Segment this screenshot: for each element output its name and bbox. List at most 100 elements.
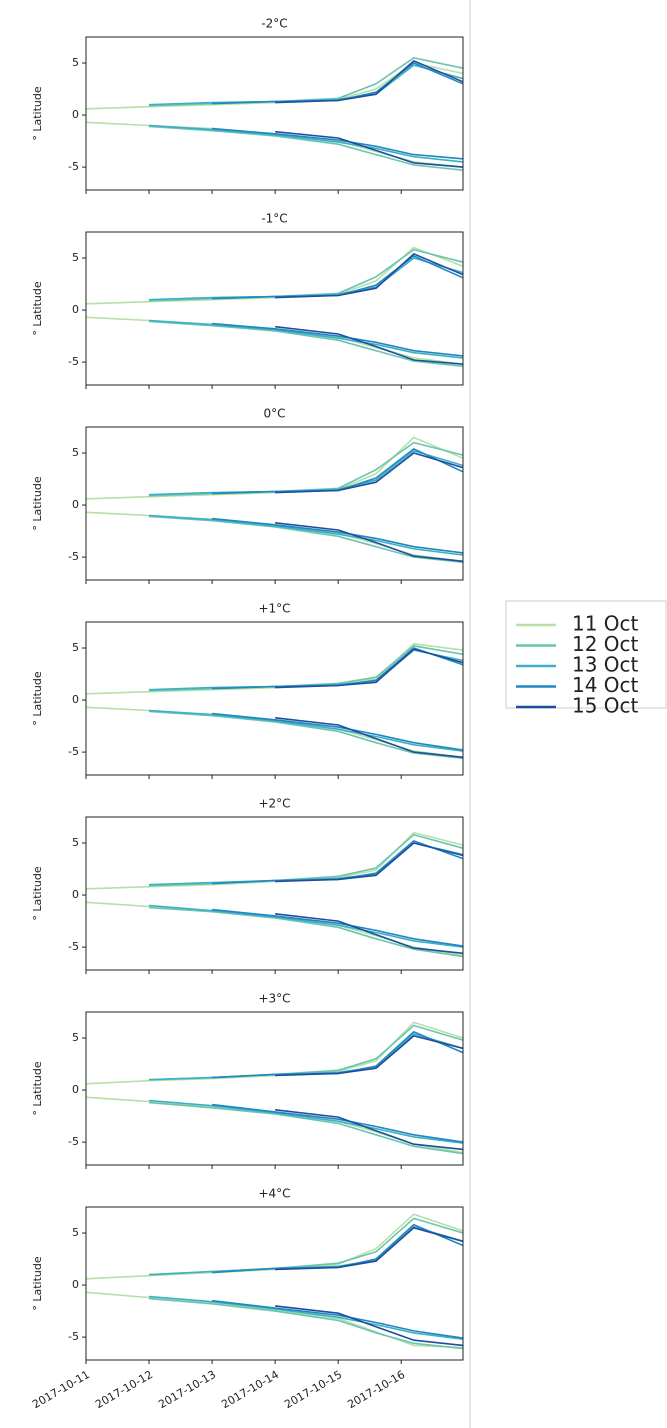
contour-line (148, 514, 464, 556)
y-tick-label: -5 (68, 160, 79, 173)
y-axis-label: ° Latitude (31, 866, 44, 921)
panel-title: +1°C (258, 602, 290, 616)
panel-title: +4°C (258, 1187, 290, 1201)
y-tick-label: -5 (68, 550, 79, 563)
contour-line (148, 450, 464, 496)
contour-line (148, 709, 464, 752)
contour-line (275, 1109, 464, 1151)
y-axis-label: ° Latitude (31, 1061, 44, 1116)
y-tick-label: 0 (72, 1278, 79, 1291)
contour-line (148, 1024, 464, 1081)
contour-line (148, 904, 464, 948)
y-tick-label: 5 (72, 1031, 79, 1044)
plot-frame (85, 1206, 464, 1361)
x-tick-label: 2017-10-11 (30, 1368, 92, 1411)
x-tick-label: 2017-10-14 (219, 1368, 281, 1411)
plot-frame (85, 1011, 464, 1166)
y-tick-label: -5 (68, 940, 79, 953)
contour-line (85, 436, 464, 500)
contour-line (148, 1033, 464, 1081)
contour-line (85, 1291, 464, 1349)
panel-title: 0°C (263, 407, 285, 421)
legend-label: 12 Oct (572, 632, 639, 656)
panel-title: +2°C (258, 797, 290, 811)
contour-line (212, 254, 464, 300)
contour-line (212, 712, 464, 751)
x-tick-label: 2017-10-15 (282, 1368, 344, 1411)
contour-line (148, 1225, 464, 1276)
contour-line (148, 1295, 464, 1340)
y-tick-label: 5 (72, 446, 79, 459)
contour-line (148, 125, 464, 171)
contour-line (275, 130, 464, 168)
contour-line (212, 647, 464, 690)
contour-line (212, 839, 464, 885)
x-tick-label: 2017-10-13 (156, 1368, 218, 1411)
y-tick-label: -5 (68, 1330, 79, 1343)
contour-line (275, 59, 464, 104)
plot-frame (85, 36, 464, 191)
contour-line (148, 64, 464, 106)
y-tick-label: 0 (72, 888, 79, 901)
plot-frame (85, 621, 464, 776)
plot-frame (85, 426, 464, 581)
contour-line (212, 322, 464, 357)
legend-box (505, 600, 667, 709)
contour-line (275, 522, 464, 563)
y-tick-label: 0 (72, 693, 79, 706)
y-axis-label: ° Latitude (31, 281, 44, 336)
contour-line (212, 517, 464, 554)
legend-label: 13 Oct (572, 653, 639, 677)
contour-line (212, 1299, 464, 1339)
y-axis-label: ° Latitude (31, 671, 44, 726)
contour-line (275, 842, 464, 883)
y-tick-label: 0 (72, 498, 79, 511)
contour-line (148, 320, 464, 368)
contour-line (148, 124, 464, 163)
y-tick-label: -5 (68, 1135, 79, 1148)
contour-line (275, 648, 464, 689)
y-axis-label: ° Latitude (31, 86, 44, 141)
contour-line (275, 252, 464, 299)
legend-label: 11 Oct (572, 612, 639, 636)
y-tick-label: 5 (72, 56, 79, 69)
x-tick-label: 2017-10-16 (345, 1368, 407, 1411)
y-tick-label: -5 (68, 355, 79, 368)
contour-line (148, 649, 464, 691)
contour-line (148, 710, 464, 760)
contour-line (148, 1099, 464, 1144)
plot-frame (85, 231, 464, 386)
y-tick-label: 5 (72, 641, 79, 654)
y-tick-label: 0 (72, 108, 79, 121)
legend-label: 14 Oct (572, 673, 639, 697)
plot-frame (85, 816, 464, 971)
contour-line (148, 515, 464, 564)
contour-line (275, 325, 464, 365)
contour-line (148, 257, 464, 301)
contour-line (148, 645, 464, 692)
contour-line (148, 319, 464, 359)
contour-line (275, 1305, 464, 1347)
y-axis-label: ° Latitude (31, 1256, 44, 1311)
contour-line (275, 913, 464, 955)
contour-line (212, 1030, 464, 1079)
y-tick-label: 5 (72, 251, 79, 264)
panel-title: -2°C (261, 17, 287, 31)
contour-line (148, 1101, 464, 1155)
contour-line (275, 452, 464, 494)
contour-line (212, 908, 464, 947)
contour-line (275, 1226, 464, 1271)
y-tick-label: 5 (72, 1226, 79, 1239)
contour-line (148, 906, 464, 958)
x-tick-label: 2017-10-12 (93, 1368, 155, 1411)
y-axis-label: ° Latitude (31, 476, 44, 531)
y-tick-label: 0 (72, 303, 79, 316)
contour-line (85, 246, 464, 305)
y-tick-label: -5 (68, 745, 79, 758)
contour-line (212, 447, 464, 495)
contour-line (212, 1223, 464, 1274)
contour-line (212, 62, 464, 105)
contour-line (212, 127, 464, 160)
